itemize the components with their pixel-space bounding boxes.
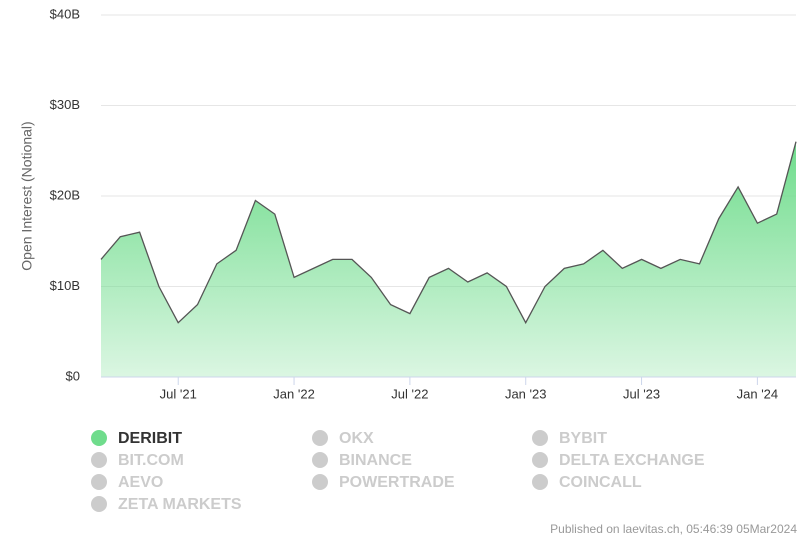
legend-marker[interactable] [532,430,548,446]
x-tick-label: Jul '23 [623,386,660,401]
x-tick-label: Jul '21 [160,386,197,401]
legend-marker[interactable] [312,452,328,468]
x-tick-label: Jul '22 [391,386,428,401]
legend-marker[interactable] [312,430,328,446]
legend-marker[interactable] [532,474,548,490]
x-tick-label: Jan '23 [505,386,547,401]
legend-label[interactable]: ZETA MARKETS [118,496,242,513]
legend-marker[interactable] [91,430,107,446]
legend-label[interactable]: AEVO [118,474,163,491]
legend-label[interactable]: POWERTRADE [339,474,455,491]
legend-label[interactable]: DELTA EXCHANGE [559,452,705,469]
y-axis-title: Open Interest (Notional) [19,121,35,270]
legend-label[interactable]: BINANCE [339,452,412,469]
y-tick-label: $0 [66,368,80,383]
x-tick-label: Jan '24 [737,386,779,401]
y-tick-label: $10B [50,278,80,293]
credits: Published on laevitas.ch, 05:46:39 05Mar… [550,522,797,536]
legend-marker[interactable] [91,496,107,512]
legend-marker[interactable] [532,452,548,468]
legend-label[interactable]: COINCALL [559,474,642,491]
area [101,141,796,377]
legend-label[interactable]: OKX [339,430,374,447]
legend-label[interactable]: DERIBIT [118,430,182,447]
x-tick-label: Jan '22 [273,386,315,401]
y-tick-label: $30B [50,97,80,112]
legend-marker[interactable] [91,452,107,468]
legend-label[interactable]: BYBIT [559,430,607,447]
legend-marker[interactable] [312,474,328,490]
y-tick-label: $40B [50,6,80,21]
line [100,141,797,325]
legend-label[interactable]: BIT.COM [118,452,184,469]
legend-marker[interactable] [91,474,107,490]
y-tick-label: $20B [50,187,80,202]
